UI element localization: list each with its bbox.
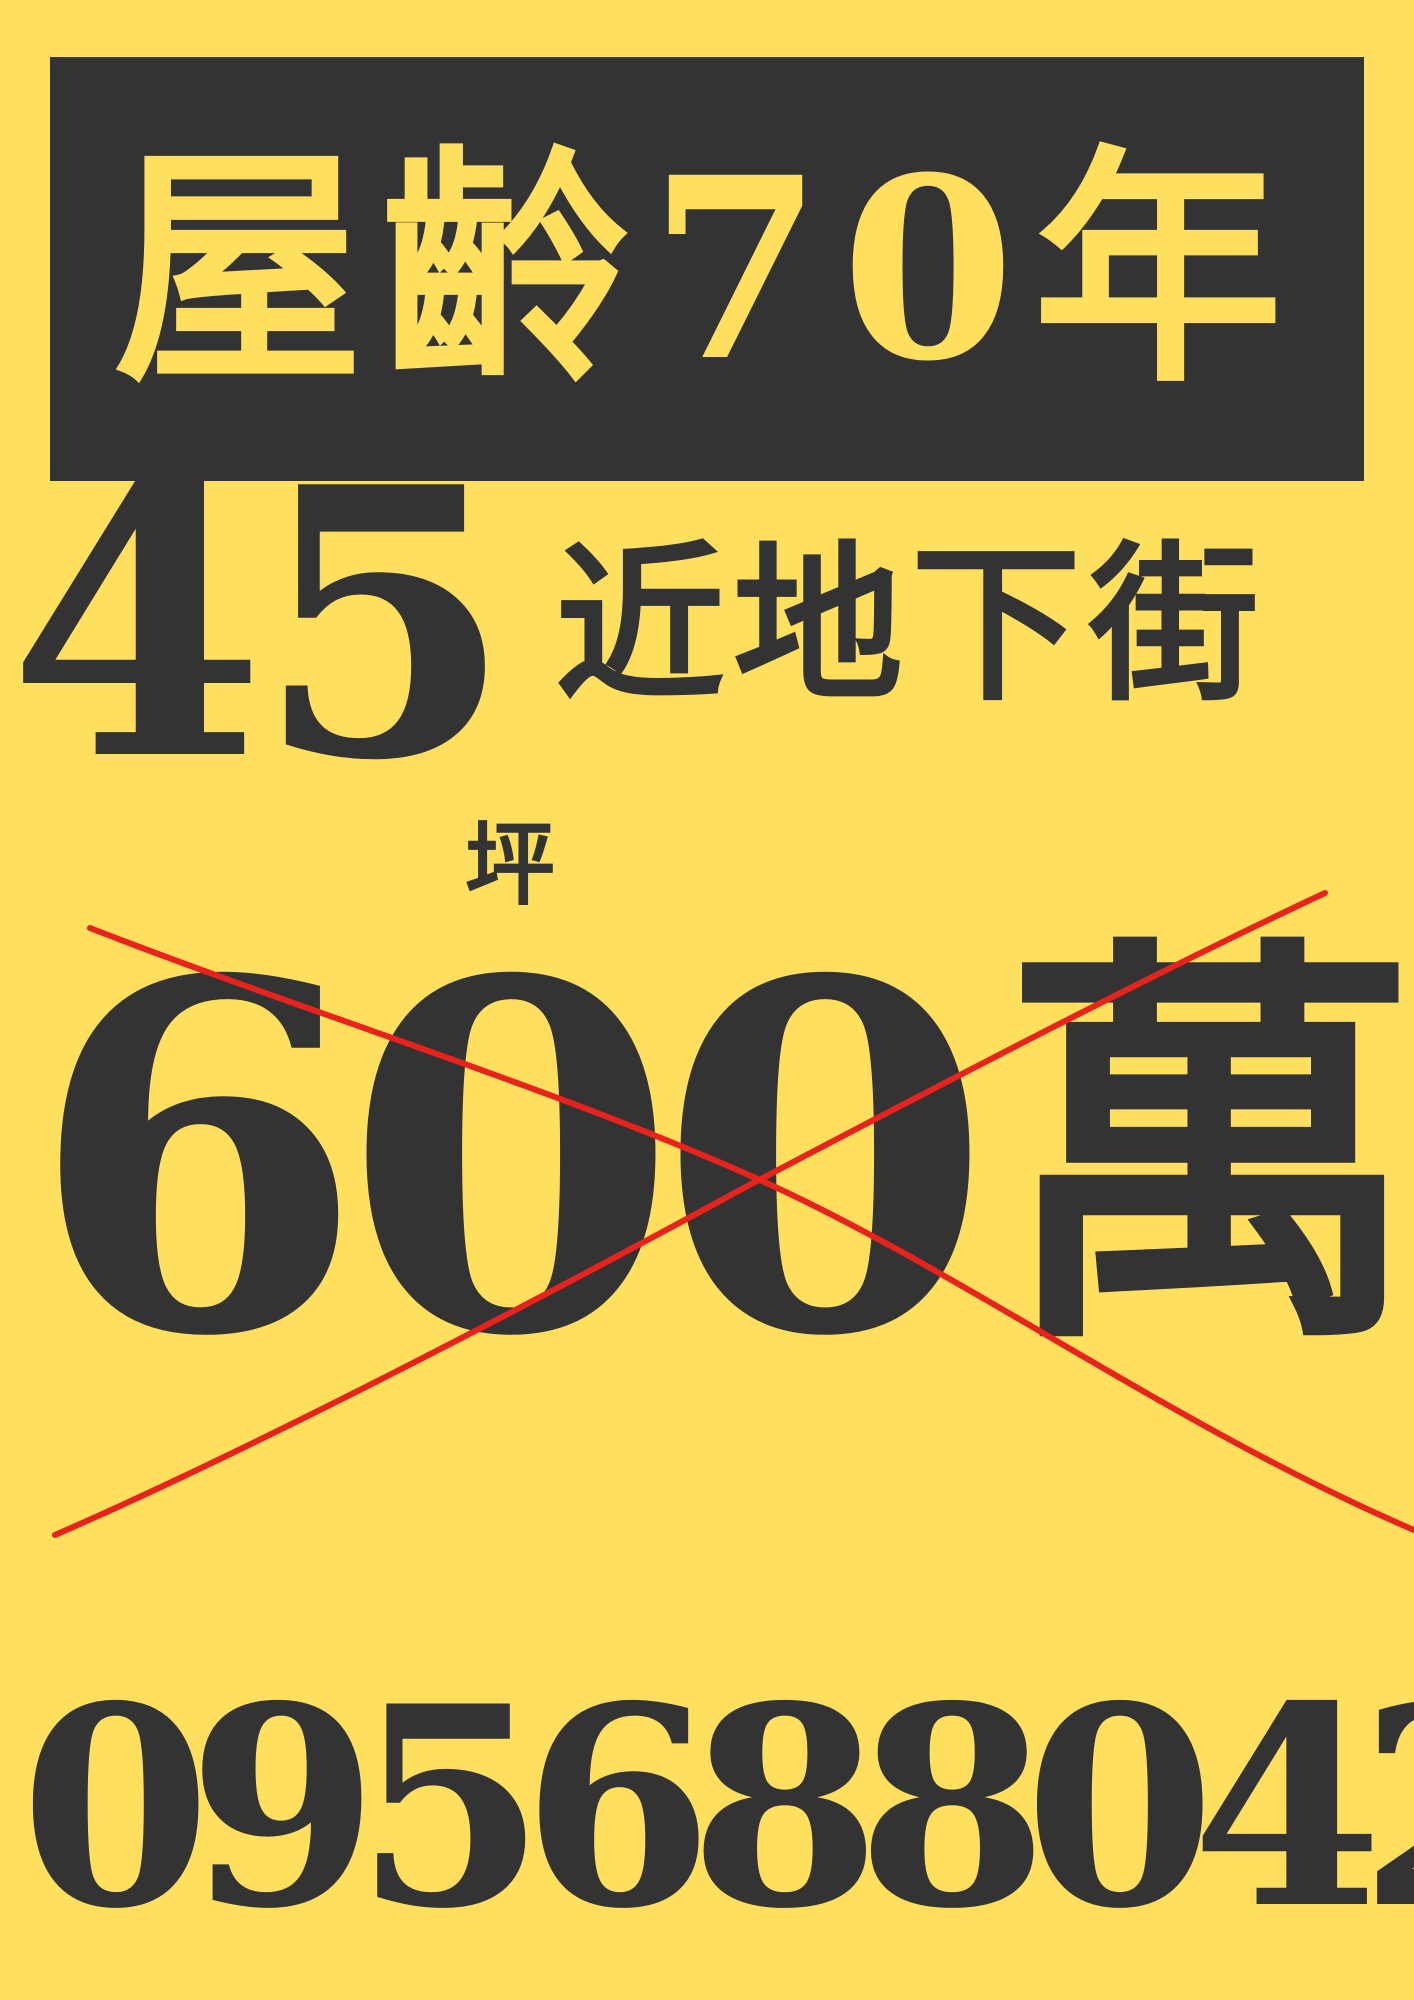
- phone-number[interactable]: 0956880422: [20, 1646, 1414, 1969]
- age-banner: 屋齡70年: [50, 57, 1364, 481]
- area-value: 45: [8, 408, 513, 842]
- price-row: 600 萬: [30, 878, 1414, 1442]
- price-unit: 萬: [1000, 903, 1414, 1396]
- price-value: 600: [30, 878, 992, 1442]
- location-note: 近地下街: [555, 525, 1268, 725]
- age-banner-text: 屋齡70年: [113, 122, 1301, 416]
